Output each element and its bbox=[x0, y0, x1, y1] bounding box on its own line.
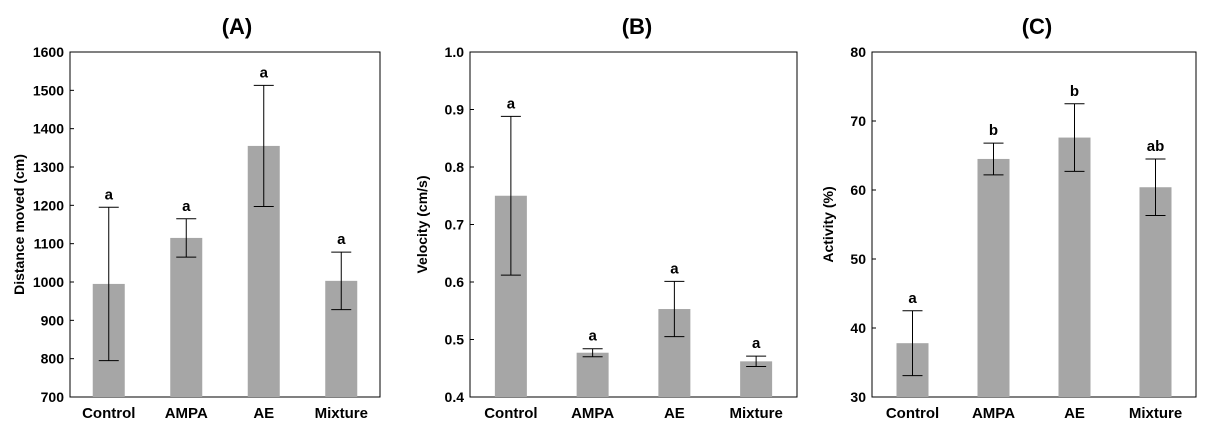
y-tick-label: 900 bbox=[41, 312, 65, 328]
error-bar-ampa bbox=[582, 348, 603, 358]
y-tick-label: 700 bbox=[41, 389, 65, 405]
bar-ampa bbox=[170, 237, 203, 397]
y-axis-label: Activity (%) bbox=[820, 186, 836, 262]
x-tick-label: Mixture bbox=[1129, 405, 1182, 422]
panel-title: (C) bbox=[1022, 14, 1053, 39]
y-tick-label: 1600 bbox=[33, 44, 64, 60]
x-tick-label: Control bbox=[484, 405, 537, 422]
y-tick-label: 0.9 bbox=[445, 102, 465, 118]
y-tick-label: 1.0 bbox=[445, 44, 465, 60]
y-tick-label: 1200 bbox=[33, 197, 64, 213]
y-tick-label: 0.8 bbox=[445, 159, 465, 175]
y-tick-label: 1500 bbox=[33, 82, 64, 98]
error-bar-mixture bbox=[746, 355, 767, 368]
significance-label: a bbox=[337, 231, 346, 248]
y-tick-label: 80 bbox=[850, 44, 866, 60]
significance-label: a bbox=[588, 328, 597, 345]
error-bar-control bbox=[902, 310, 923, 377]
chart-panel-b: (B) 0.4 0.5 0.6 0.7 0.8 0.9 1.0 Velocity (cm/s) a… bbox=[414, 14, 798, 422]
error-bar-ampa bbox=[176, 218, 197, 258]
y-tick-label: 1000 bbox=[33, 274, 64, 290]
y-axis-label: Distance moved (cm) bbox=[11, 154, 27, 295]
plot-frame bbox=[69, 51, 381, 398]
significance-label: a bbox=[670, 260, 679, 277]
x-tick-label: AMPA bbox=[571, 405, 614, 422]
y-tick-label: 40 bbox=[850, 320, 866, 336]
y-axis-label: Velocity (cm/s) bbox=[414, 175, 430, 273]
significance-label: a bbox=[105, 186, 114, 203]
bar-ae bbox=[1058, 137, 1091, 397]
error-bar-mixture bbox=[331, 251, 352, 311]
significance-label: a bbox=[182, 198, 191, 215]
significance-label: b bbox=[1070, 83, 1079, 100]
x-tick-label: Mixture bbox=[315, 405, 368, 422]
error-bar-control bbox=[98, 206, 119, 362]
x-tick-label: AE bbox=[253, 405, 274, 422]
chart-panel-a: (A) 700 800 900 1000 1100 1200 1300 1400 1500 1600… bbox=[11, 14, 381, 422]
x-tick-label: AE bbox=[1064, 405, 1085, 422]
significance-label: ab bbox=[1147, 138, 1165, 155]
bar-ampa bbox=[576, 352, 609, 397]
error-bar-mixture bbox=[1145, 158, 1166, 217]
y-tick-label: 1100 bbox=[34, 236, 65, 252]
bar-mixture bbox=[740, 361, 773, 397]
error-bar-ae bbox=[664, 280, 685, 338]
x-tick-label: Control bbox=[82, 405, 135, 422]
y-tick-label: 800 bbox=[41, 351, 65, 367]
y-tick-label: 0.6 bbox=[445, 274, 465, 290]
y-tick-label: 0.5 bbox=[445, 332, 465, 348]
x-tick-label: Control bbox=[886, 405, 939, 422]
plot-frame bbox=[871, 51, 1197, 398]
error-bar-ae bbox=[253, 84, 274, 207]
error-bar-ampa bbox=[983, 142, 1004, 176]
significance-label: a bbox=[752, 335, 761, 352]
significance-label: a bbox=[908, 290, 917, 307]
error-bar-control bbox=[500, 115, 521, 276]
significance-label: a bbox=[507, 95, 516, 112]
x-tick-label: AMPA bbox=[165, 405, 208, 422]
significance-label: a bbox=[260, 64, 269, 81]
y-tick-label: 1400 bbox=[33, 121, 64, 137]
y-tick-label: 0.4 bbox=[445, 389, 465, 405]
x-tick-label: AE bbox=[664, 405, 685, 422]
y-tick-label: 1300 bbox=[33, 159, 64, 175]
error-bar-ae bbox=[1064, 103, 1085, 172]
y-tick-label: 60 bbox=[850, 182, 866, 198]
significance-label: b bbox=[989, 122, 998, 139]
x-tick-label: Mixture bbox=[729, 405, 782, 422]
x-tick-label: AMPA bbox=[972, 405, 1015, 422]
chart-panel-c: (C) 30 40 50 60 70 80 Activity (%) a Control b AMPA… bbox=[820, 14, 1197, 422]
y-tick-label: 70 bbox=[850, 113, 866, 129]
panel-title: (B) bbox=[622, 14, 653, 39]
bar-ampa bbox=[977, 158, 1010, 397]
bar-mixture bbox=[1139, 187, 1172, 397]
y-tick-label: 30 bbox=[850, 389, 866, 405]
panel-title: (A) bbox=[222, 14, 253, 39]
y-tick-label: 50 bbox=[850, 251, 866, 267]
y-tick-label: 0.7 bbox=[445, 217, 465, 233]
